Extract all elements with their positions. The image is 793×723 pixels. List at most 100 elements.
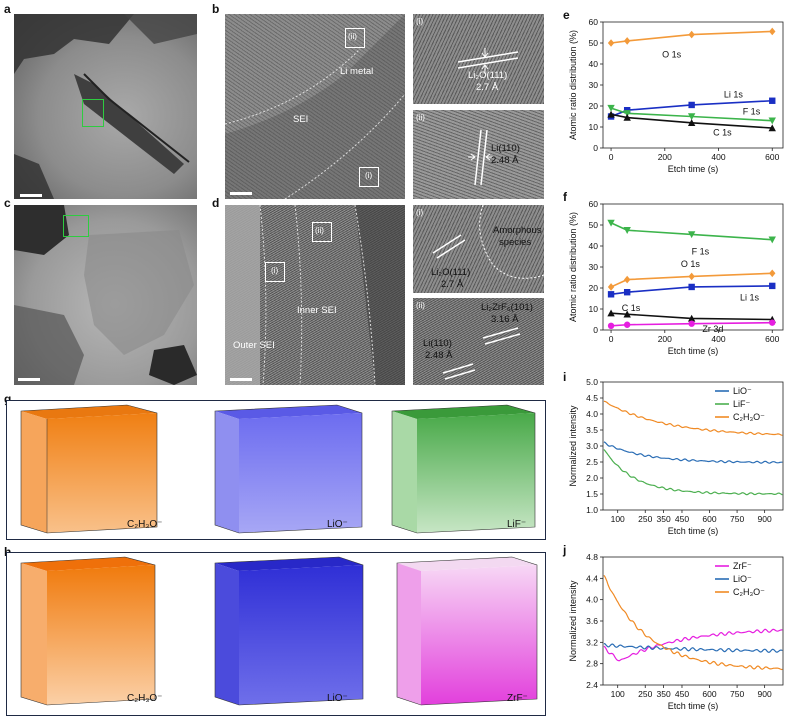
legend-label: C₂H₃O⁻ — [733, 587, 765, 597]
outer-sei-label: Outer SEI — [233, 340, 275, 351]
chart-i: 1.0 1.5 2.0 2.5 3.0 3.5 4.0 4.5 5.0 100 250 350 450 6… — [568, 378, 784, 536]
y-tick-label: 60 — [589, 199, 599, 209]
data-point — [687, 119, 696, 126]
hrtem-image-d: Inner SEI Outer SEI (ii) (i) — [225, 205, 405, 385]
y-tick-label: 2.0 — [586, 473, 598, 483]
series-line — [603, 449, 783, 496]
y-tick-label: 20 — [589, 283, 599, 293]
series-lio — [603, 441, 783, 464]
series-f-1s — [607, 219, 776, 244]
y-tick-label: 2.8 — [586, 659, 598, 669]
inset-b-i: (i) Li₂O(111) 2.7 Å — [413, 14, 544, 104]
series-label: C 1s — [622, 303, 641, 313]
scale-bar — [230, 378, 252, 381]
cube-c2h3o — [20, 556, 156, 706]
y-tick-label: 3.0 — [586, 441, 598, 451]
y-tick-label: 3.6 — [586, 616, 598, 626]
legend: ZrF⁻ LiO⁻ C₂H₃O⁻ — [715, 561, 765, 597]
cube-label: LiF⁻ — [507, 519, 527, 530]
data-point — [688, 272, 695, 281]
scale-bar — [18, 378, 40, 381]
x-tick-label: 0 — [609, 334, 614, 344]
legend-label: LiO⁻ — [733, 574, 752, 584]
x-axis-label: Etch time (s) — [668, 526, 719, 536]
region-box-ii: (ii) — [345, 28, 365, 48]
y-tick-label: 20 — [589, 101, 599, 111]
y-axis-label: Atomic ratio distribution (%) — [568, 30, 578, 140]
data-point — [688, 101, 695, 109]
y-tick-label: 4.5 — [586, 393, 598, 403]
x-tick-label: 350 — [657, 689, 671, 699]
x-tick-label: 100 — [611, 514, 625, 524]
series-label: O 1s — [681, 259, 701, 269]
inset-b-ii: (ii) Li(110) 2.48 Å — [413, 110, 544, 199]
y-tick-label: 0 — [593, 325, 598, 335]
y-tick-label: 40 — [589, 59, 599, 69]
y-tick-label: 1.5 — [586, 489, 598, 499]
y-tick-label: 30 — [589, 80, 599, 90]
cube-label: LiO⁻ — [327, 693, 348, 704]
x-tick-label: 750 — [730, 514, 744, 524]
x-axis-label: Etch time (s) — [668, 164, 719, 174]
data-point — [607, 283, 615, 291]
x-tick-label: 200 — [658, 334, 672, 344]
series-line — [610, 30, 773, 44]
cube-label: C₂H₃O⁻ — [127, 693, 163, 704]
panel-letter-d: d — [212, 196, 220, 210]
legend-label: ZrF⁻ — [733, 561, 752, 571]
y-tick-label: 2.4 — [586, 680, 598, 690]
data-point — [623, 113, 631, 121]
x-axis-label: Etch time (s) — [668, 346, 719, 356]
y-tick-label: 60 — [589, 17, 599, 27]
x-tick-label: 600 — [702, 514, 716, 524]
sei-label: SEI — [293, 114, 309, 125]
series-line — [610, 285, 773, 296]
inset-d-i: (i) Amorphous species Li₂O(111) 2.7 Å — [413, 205, 544, 293]
panel-letter-b: b — [212, 2, 220, 16]
legend-label: LiO⁻ — [733, 386, 752, 396]
region-box-i: (i) — [265, 262, 285, 282]
chart-j: 2.4 2.8 3.2 3.6 4.0 4.4 4.8 100 250 350 450 600 750 9… — [568, 553, 784, 711]
panel-letter-f: f — [563, 190, 567, 204]
data-point — [687, 231, 696, 239]
x-tick-label: 750 — [730, 689, 744, 699]
data-point — [623, 310, 631, 318]
data-point — [607, 110, 615, 118]
series-label: F 1s — [743, 106, 761, 116]
region-box-ii: (ii) — [312, 222, 332, 242]
cube-row-g: C₂H₃O⁻ LiO⁻ LiF⁻ — [6, 400, 546, 540]
series-cho — [603, 400, 783, 436]
x-axis-label: Etch time (s) — [668, 701, 719, 711]
series-label: Zr 3d — [702, 324, 723, 334]
x-tick-label: 0 — [609, 152, 614, 162]
data-point — [607, 219, 615, 227]
y-axis-label: Atomic ratio distribution (%) — [568, 212, 578, 322]
region-box-i: (i) — [359, 167, 379, 187]
data-point — [623, 275, 631, 284]
data-point — [688, 30, 695, 39]
y-tick-label: 40 — [589, 241, 599, 251]
scale-bar — [20, 194, 42, 197]
data-point — [769, 27, 776, 36]
series-line — [603, 643, 783, 653]
cube-lio — [214, 404, 363, 534]
series-zr-3d — [607, 319, 776, 329]
cube-label: LiO⁻ — [327, 519, 348, 530]
data-point — [607, 104, 615, 112]
legend-label: C₂H₃O⁻ — [733, 412, 765, 422]
li-metal-label: Li metal — [340, 66, 374, 77]
tem-image-a — [14, 14, 197, 199]
y-tick-label: 1.0 — [586, 505, 598, 515]
panel-letter-e: e — [563, 8, 570, 22]
cube-zrf — [396, 556, 538, 706]
cube-row-h: C₂H₃O⁻ LiO⁻ ZrF⁻ — [6, 552, 546, 716]
y-tick-label: 4.0 — [586, 595, 598, 605]
x-tick-label: 450 — [675, 689, 689, 699]
hrtem-image-b: Li metal SEI (ii) (i) — [225, 14, 405, 199]
cube-lif — [391, 404, 536, 534]
x-tick-label: 600 — [765, 152, 779, 162]
x-tick-label: 600 — [765, 334, 779, 344]
y-tick-label: 3.5 — [586, 425, 598, 435]
